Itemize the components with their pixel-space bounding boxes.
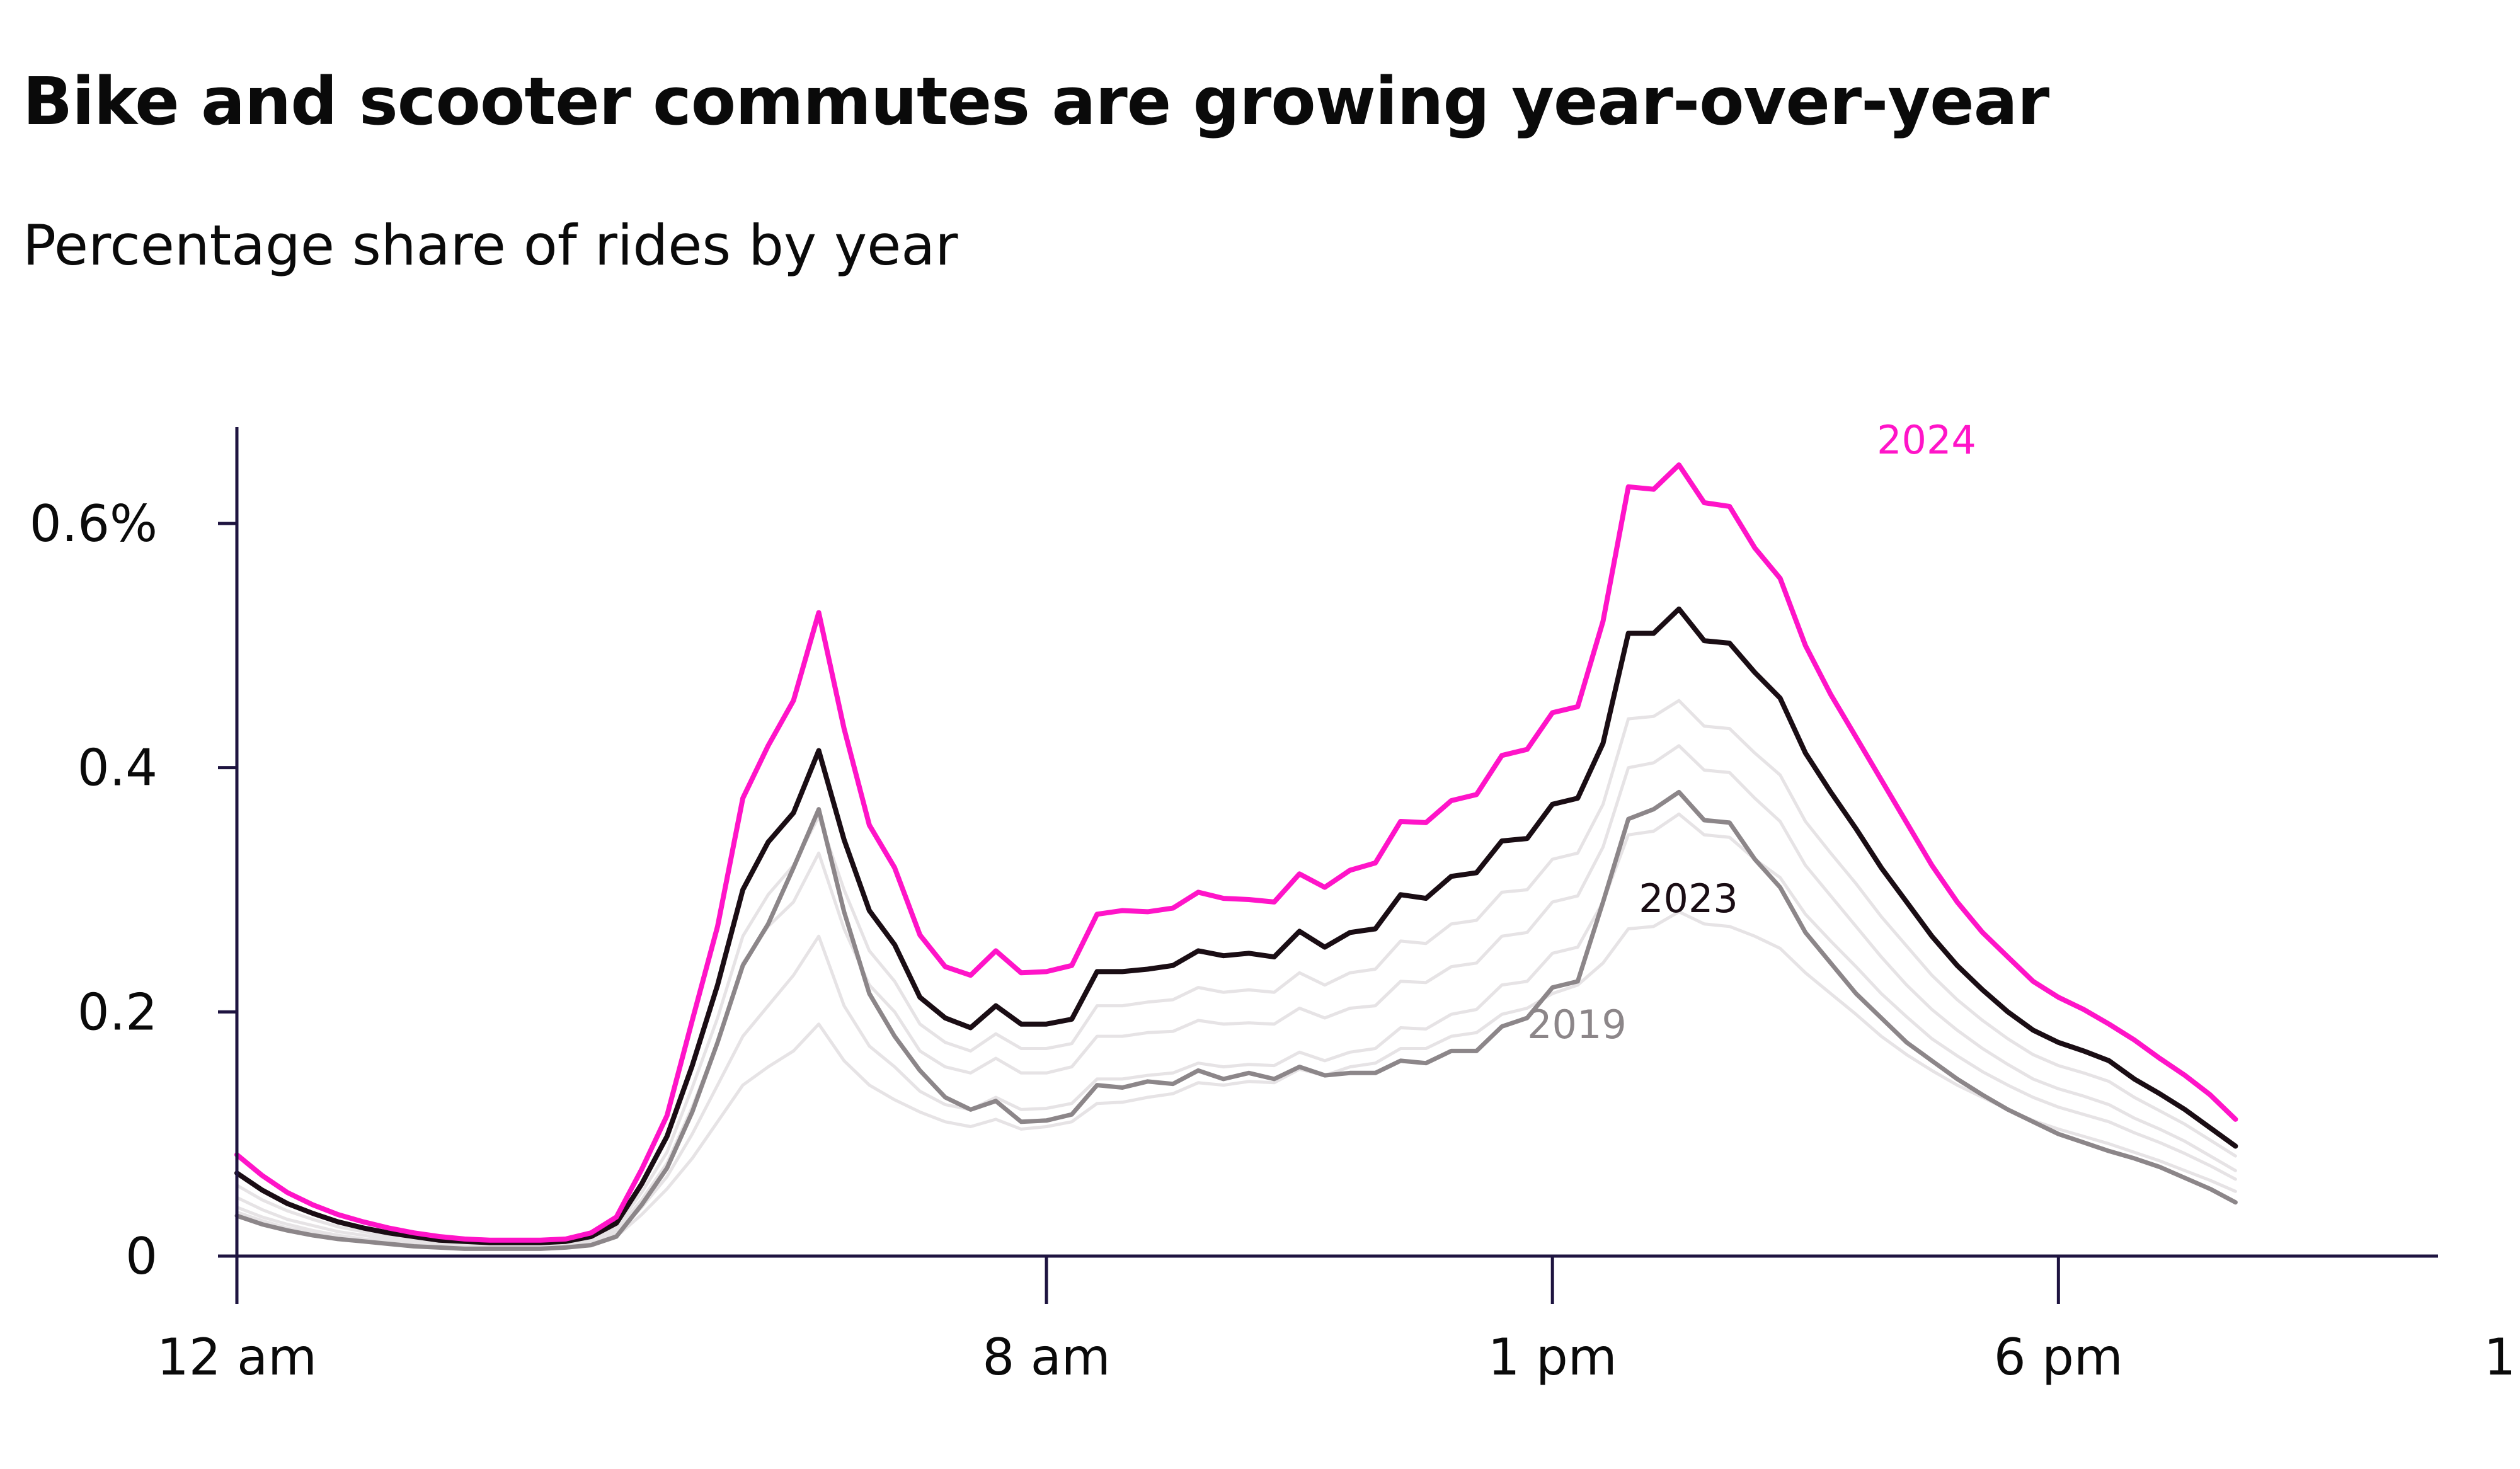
series-label-2024: 2024 [1877,417,1976,463]
series-line-other-year [235,699,2237,1246]
axis-layer [235,427,2438,1304]
tick-layer: 0 0.2 0.4 0.6% 12 am 8 am 1 pm 6 pm 11 pm [30,494,2520,1386]
series-line-2024 [234,462,2238,1243]
series-label-layer: 2024 2023 2019 [1527,417,1976,1048]
series-line-other-year [235,910,2237,1249]
x-tick-label: 12 am [157,1328,317,1386]
x-tick-label: 6 pm [1994,1328,2123,1386]
y-tick-label: 0.4 [77,739,158,797]
y-tick-label: 0.6% [30,494,158,553]
chart-subtitle: Percentage share of rides by year [23,213,958,278]
series-line-other-year [235,812,2237,1248]
series-line-2023 [234,606,2238,1245]
x-tick-label: 1 pm [1488,1328,1617,1386]
y-tick-label: 0 [125,1227,158,1286]
series-label-2023: 2023 [1639,876,1738,922]
x-tick-label: 8 am [982,1328,1110,1386]
x-tick-label: 11 pm [2484,1328,2520,1386]
series-label-2019: 2019 [1527,1002,1627,1048]
series-line-2019 [234,789,2238,1251]
y-tick-label: 0.2 [77,983,158,1041]
series-layer [234,462,2238,1251]
series-line-other-year [235,744,2237,1247]
chart-title: Bike and scooter commutes are growing ye… [23,63,2049,140]
